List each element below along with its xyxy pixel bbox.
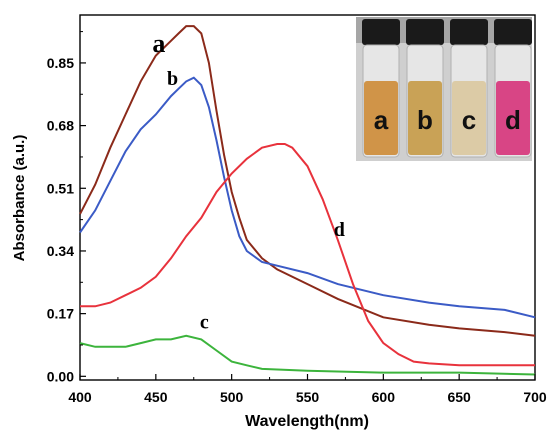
curve-label-b: b [167,68,178,90]
y-tick-label: 0.51 [47,180,74,196]
series-b-line [79,76,536,319]
vial-liquid [408,81,442,155]
vial-label: d [505,105,521,135]
series-d-line [80,143,535,367]
vial-c: c [450,19,488,158]
vial-liquid [496,81,530,155]
y-tick-label: 0.85 [47,55,74,71]
series-group [79,25,536,376]
vial-label: c [462,105,476,135]
y-tick-label: 0.68 [47,118,74,134]
vial-a: a [362,19,400,158]
vial-d: d [494,19,532,158]
vial-b: b [406,19,444,158]
vial-label: a [374,105,389,135]
x-tick-label: 500 [220,389,244,405]
y-tick-label: 0.00 [47,368,74,384]
x-axis-label: Wavelength(nm) [245,413,369,430]
vial-cap [494,19,532,45]
y-axis-ticks: 0.00 0.17 0.34 0.51 0.68 0.85 [47,31,86,384]
series-a-line [79,25,536,337]
curve-label-a: a [152,29,165,58]
x-tick-label: 550 [296,389,320,405]
x-tick-label: 450 [144,389,168,405]
x-tick-label: 700 [523,389,547,405]
y-axis-label: Absorbance (a.u.) [11,135,28,262]
y-tick-label: 0.34 [47,243,74,259]
series-c-line [79,334,536,376]
x-tick-label: 650 [447,389,471,405]
curve-annotations: ab c d [152,29,345,334]
vial-cap [450,19,488,45]
y-tick-label: 0.17 [47,306,74,322]
curve-label-c: c [200,311,209,333]
x-tick-label: 400 [68,389,92,405]
x-tick-label: 600 [372,389,396,405]
vial-cap [406,19,444,45]
vial-liquid [452,81,486,155]
vial-liquid [364,81,398,155]
vial-label: b [417,105,433,135]
curve-label-d: d [334,219,345,241]
vial-cap [362,19,400,45]
x-axis-ticks: 400 450 500 550 600 650 700 [68,374,547,405]
